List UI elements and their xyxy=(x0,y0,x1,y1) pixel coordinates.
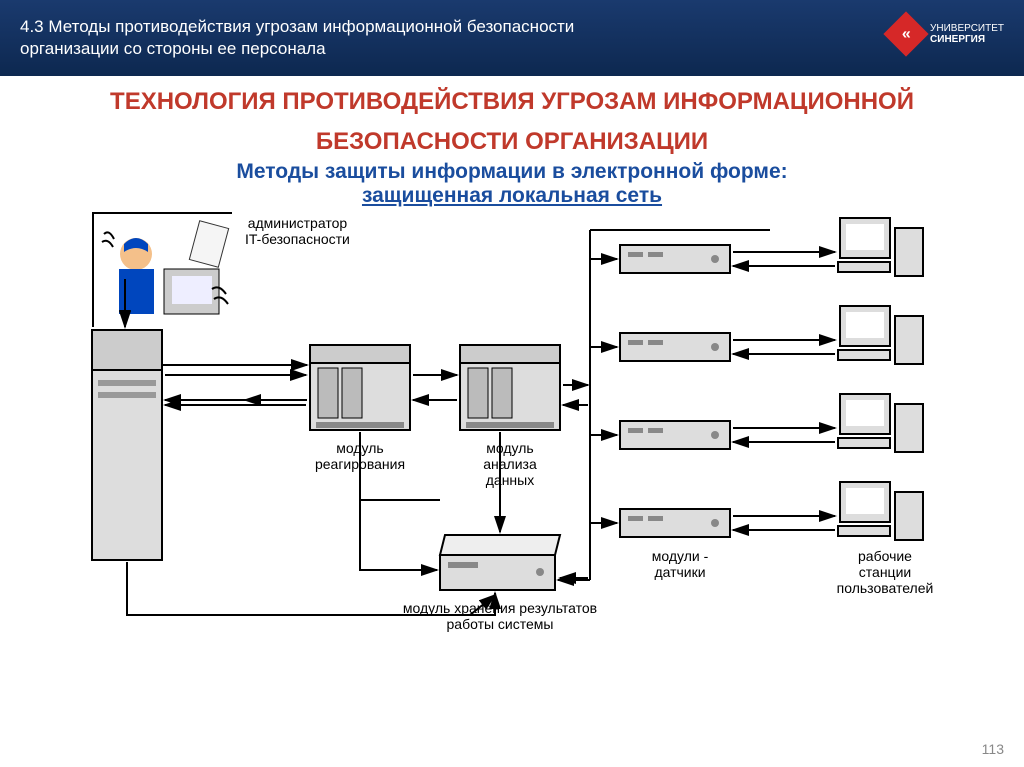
pc-3-icon xyxy=(838,394,923,452)
header-line1: 4.3 Методы противодействия угрозам инфор… xyxy=(20,16,574,38)
slide-header: 4.3 Методы противодействия угрозам инфор… xyxy=(0,0,1024,76)
label-analysis-3: данных xyxy=(455,472,565,488)
page-number: 113 xyxy=(982,741,1004,757)
label-storage-2: работы системы xyxy=(395,616,605,632)
sensor-4-icon xyxy=(620,509,730,537)
university-logo: « УНИВЕРСИТЕТ СИНЕРГИЯ xyxy=(890,18,1004,50)
label-stations-3: пользователей xyxy=(820,580,950,596)
sensor-3-icon xyxy=(620,421,730,449)
module-analysis-icon xyxy=(460,345,560,430)
label-storage-1: модуль хранения результатов xyxy=(395,600,605,616)
logo-text-bottom: СИНЕРГИЯ xyxy=(930,34,1004,45)
module-reaction-icon xyxy=(310,345,410,430)
header-line2: организации со стороны ее персонала xyxy=(20,38,574,60)
subtitle-1: Методы защиты информации в электронной ф… xyxy=(0,160,1024,184)
label-sensors-1: модули - xyxy=(635,548,725,564)
title-main-2: БЕЗОПАСНОСТИ ОРГАНИЗАЦИИ xyxy=(0,128,1024,156)
sensor-1-icon xyxy=(620,245,730,273)
pc-1-icon xyxy=(838,218,923,276)
server-icon xyxy=(92,330,162,560)
sensor-2-icon xyxy=(620,333,730,361)
label-react-2: реагирования xyxy=(300,456,420,472)
label-analysis-2: анализа xyxy=(455,456,565,472)
pc-2-icon xyxy=(838,306,923,364)
network-diagram: администратор IT-безопасности xyxy=(0,200,1024,720)
label-stations-1: рабочие xyxy=(820,548,950,564)
logo-text-top: УНИВЕРСИТЕТ xyxy=(930,23,1004,34)
title-main-1: ТЕХНОЛОГИЯ ПРОТИВОДЕЙСТВИЯ УГРОЗАМ ИНФОР… xyxy=(0,88,1024,116)
module-storage-icon xyxy=(440,535,560,590)
pc-4-icon xyxy=(838,482,923,540)
label-stations-2: станции xyxy=(820,564,950,580)
label-analysis-1: модуль xyxy=(455,440,565,456)
label-sensors-2: датчики xyxy=(635,564,725,580)
label-react-1: модуль xyxy=(300,440,420,456)
logo-icon: « xyxy=(883,11,928,56)
